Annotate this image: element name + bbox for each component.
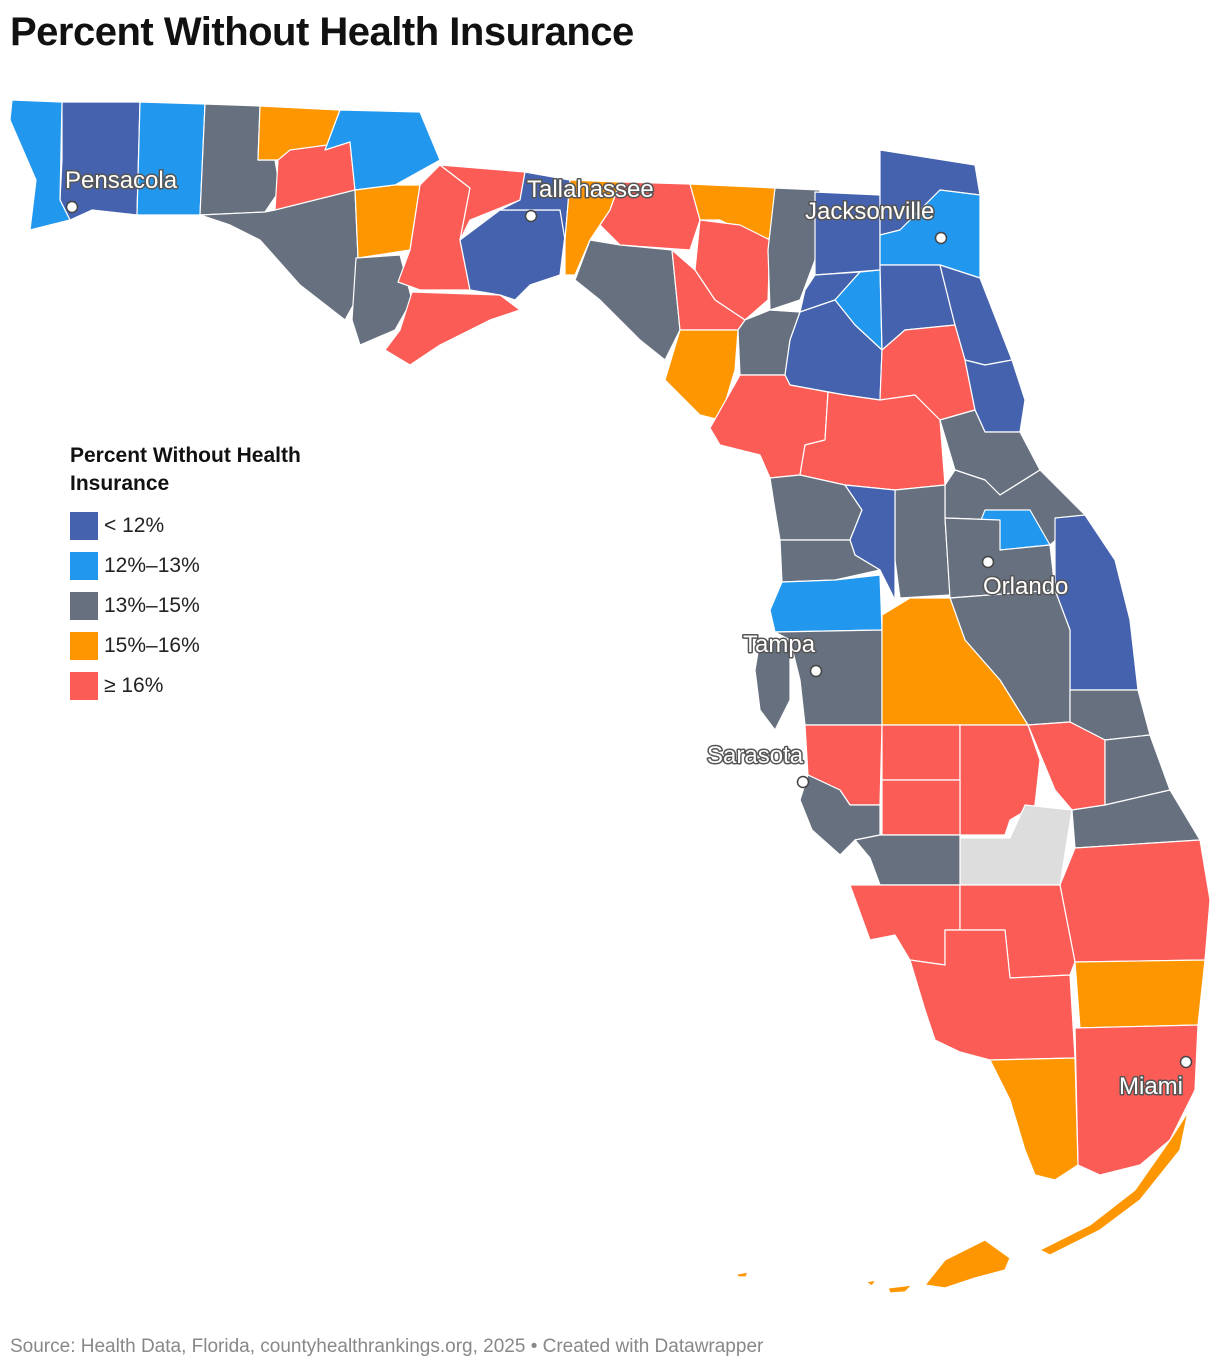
county-broward[interactable]	[1074, 959, 1206, 1029]
county-santa-rosa[interactable]	[136, 101, 206, 216]
county-monroe-mainland[interactable]	[989, 1057, 1079, 1181]
county-palm-beach-south[interactable]	[1059, 839, 1211, 963]
county-liberty[interactable]	[459, 209, 566, 301]
county-collier[interactable]	[909, 929, 1076, 1061]
county-hardee[interactable]	[881, 724, 961, 781]
city-marker-dot	[934, 231, 948, 245]
county-taylor[interactable]	[574, 239, 681, 361]
city-label: Tampa	[743, 631, 816, 658]
county-charlotte[interactable]	[854, 834, 961, 886]
county-miami-dade[interactable]	[1074, 1024, 1199, 1176]
legend-label: 13%–15%	[104, 594, 200, 617]
city-label: Orlando	[983, 573, 1068, 600]
city-label: Miami	[1119, 1073, 1183, 1100]
county-monroe-islet-1[interactable]	[887, 1284, 913, 1294]
legend-item: 12%–13%	[70, 546, 360, 586]
legend-title: Percent Without Health Insurance	[70, 444, 301, 495]
legend-item: 13%–15%	[70, 586, 360, 626]
county-franklin[interactable]	[384, 291, 521, 366]
city-label: Sarasota	[707, 742, 804, 769]
source-note: Source: Health Data, Florida, countyheal…	[10, 1336, 764, 1357]
county-desoto[interactable]	[881, 779, 961, 836]
city-marker-dot	[981, 555, 995, 569]
legend: Percent Without Health Insurance < 12% 12…	[70, 442, 360, 706]
legend-swatch	[70, 632, 98, 660]
legend-swatch	[70, 512, 98, 540]
legend-item: ≥ 16%	[70, 666, 360, 706]
legend-item: 15%–16%	[70, 626, 360, 666]
legend-label: 15%–16%	[104, 634, 200, 657]
county-escambia-coast[interactable]	[9, 99, 71, 231]
legend-swatch	[70, 552, 98, 580]
city-marker-dot	[809, 664, 823, 678]
city-marker-dot	[1179, 1055, 1193, 1069]
county-monroe-islet-3[interactable]	[736, 1271, 749, 1278]
county-pasco[interactable]	[769, 574, 883, 633]
county-monroe-keys[interactable]	[1039, 1111, 1189, 1256]
legend-item: < 12%	[70, 506, 360, 546]
city-marker-dot	[65, 200, 79, 214]
county-monroe-key-west[interactable]	[924, 1239, 1011, 1289]
city-marker-dot	[524, 209, 538, 223]
city-label: Tallahassee	[527, 176, 654, 203]
map-title: Percent Without Health Insurance	[10, 10, 634, 54]
legend-label: ≥ 16%	[104, 674, 164, 697]
legend-swatch	[70, 672, 98, 700]
county-lake[interactable]	[894, 484, 951, 599]
city-marker-dot	[796, 775, 810, 789]
legend-swatch	[70, 592, 98, 620]
legend-label: < 12%	[104, 514, 165, 537]
city-label: Pensacola	[65, 167, 178, 194]
county-palm-beach[interactable]	[1071, 789, 1201, 849]
county-gulf[interactable]	[351, 254, 413, 346]
county-columbia[interactable]	[767, 187, 821, 311]
legend-label: 12%–13%	[104, 554, 200, 577]
city-label: Jacksonville	[805, 198, 934, 225]
county-lee[interactable]	[849, 884, 961, 966]
county-monroe-islet-2[interactable]	[865, 1279, 877, 1287]
